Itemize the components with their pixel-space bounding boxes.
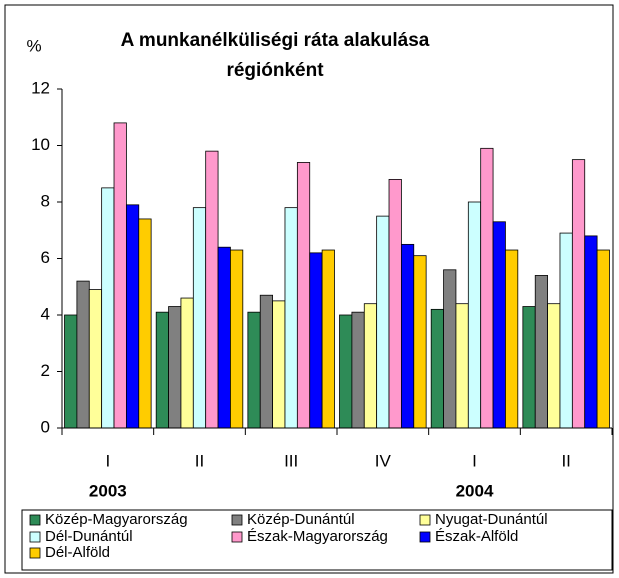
- bar: [430, 308, 444, 429]
- bar: [351, 311, 365, 429]
- bar: [492, 221, 506, 429]
- bar: [339, 314, 353, 429]
- y-tick-label: 2: [41, 361, 50, 380]
- bar: [272, 300, 286, 429]
- bar: [192, 207, 207, 429]
- bar: [76, 280, 90, 429]
- bar: [259, 294, 274, 429]
- bar: [113, 122, 127, 429]
- x-tick-label: II: [561, 451, 570, 470]
- y-tick-label: 6: [41, 248, 50, 267]
- x-tick-label: I: [105, 451, 110, 470]
- bar: [247, 311, 261, 429]
- x-tick-label: I: [472, 451, 477, 470]
- x-tick-label: III: [284, 451, 298, 470]
- bar: [309, 252, 323, 429]
- bar: [480, 147, 494, 429]
- bar: [400, 243, 415, 429]
- bar: [217, 246, 231, 429]
- y-tick-label: 8: [41, 191, 50, 210]
- bar: [64, 314, 78, 429]
- x-tick-label: IV: [375, 451, 392, 470]
- legend-swatch: [29, 547, 41, 559]
- bar: [230, 249, 244, 429]
- bar: [180, 297, 194, 429]
- bar: [559, 232, 573, 429]
- bar: [388, 178, 402, 429]
- legend-swatch: [29, 531, 41, 543]
- bar: [443, 269, 457, 429]
- bar: [534, 275, 549, 429]
- bar: [522, 306, 536, 429]
- group-label: 2003: [89, 481, 127, 500]
- y-tick-label: 10: [31, 135, 50, 154]
- y-tick-label: 12: [31, 78, 50, 97]
- bar: [138, 218, 152, 429]
- bar: [596, 249, 610, 429]
- bar: [284, 207, 298, 429]
- bar: [584, 235, 598, 429]
- legend-swatch: [231, 531, 243, 543]
- bar: [155, 311, 169, 429]
- y-axis-label: %: [26, 36, 41, 55]
- legend-swatch: [29, 514, 41, 526]
- legend-label: Dél-Dunántúl: [45, 528, 133, 545]
- bar: [505, 249, 519, 429]
- bar: [205, 150, 219, 429]
- bar: [547, 303, 561, 429]
- legend-label: Észak-Alföld: [435, 528, 518, 545]
- bar: [455, 303, 469, 429]
- legend-swatch: [231, 514, 243, 526]
- bar: [376, 215, 390, 429]
- legend-swatch: [419, 531, 431, 543]
- bar: [125, 204, 140, 429]
- bar: [296, 162, 311, 429]
- bar: [168, 306, 182, 429]
- legend-label: Közép-Dunántúl: [247, 511, 355, 528]
- bar: [571, 159, 586, 429]
- legend-label: Közép-Magyarország: [45, 511, 188, 528]
- legend-label: Dél-Alföld: [45, 544, 110, 561]
- chart-title: A munkanélküliségi ráta alakulása régión…: [120, 30, 430, 81]
- bar: [363, 303, 378, 429]
- bar: [321, 249, 335, 429]
- y-tick-label: 0: [41, 417, 50, 436]
- bar: [413, 255, 427, 429]
- bar: [467, 201, 482, 429]
- y-tick-label: 4: [41, 304, 50, 323]
- x-tick-label: II: [195, 451, 204, 470]
- legend-label: Észak-Magyarország: [247, 528, 388, 545]
- legend-label: Nyugat-Dunántúl: [435, 511, 548, 528]
- bar: [88, 289, 103, 429]
- group-label: 2004: [456, 481, 494, 500]
- bar: [101, 187, 115, 429]
- legend-frame: [21, 509, 613, 571]
- legend-swatch: [419, 514, 431, 526]
